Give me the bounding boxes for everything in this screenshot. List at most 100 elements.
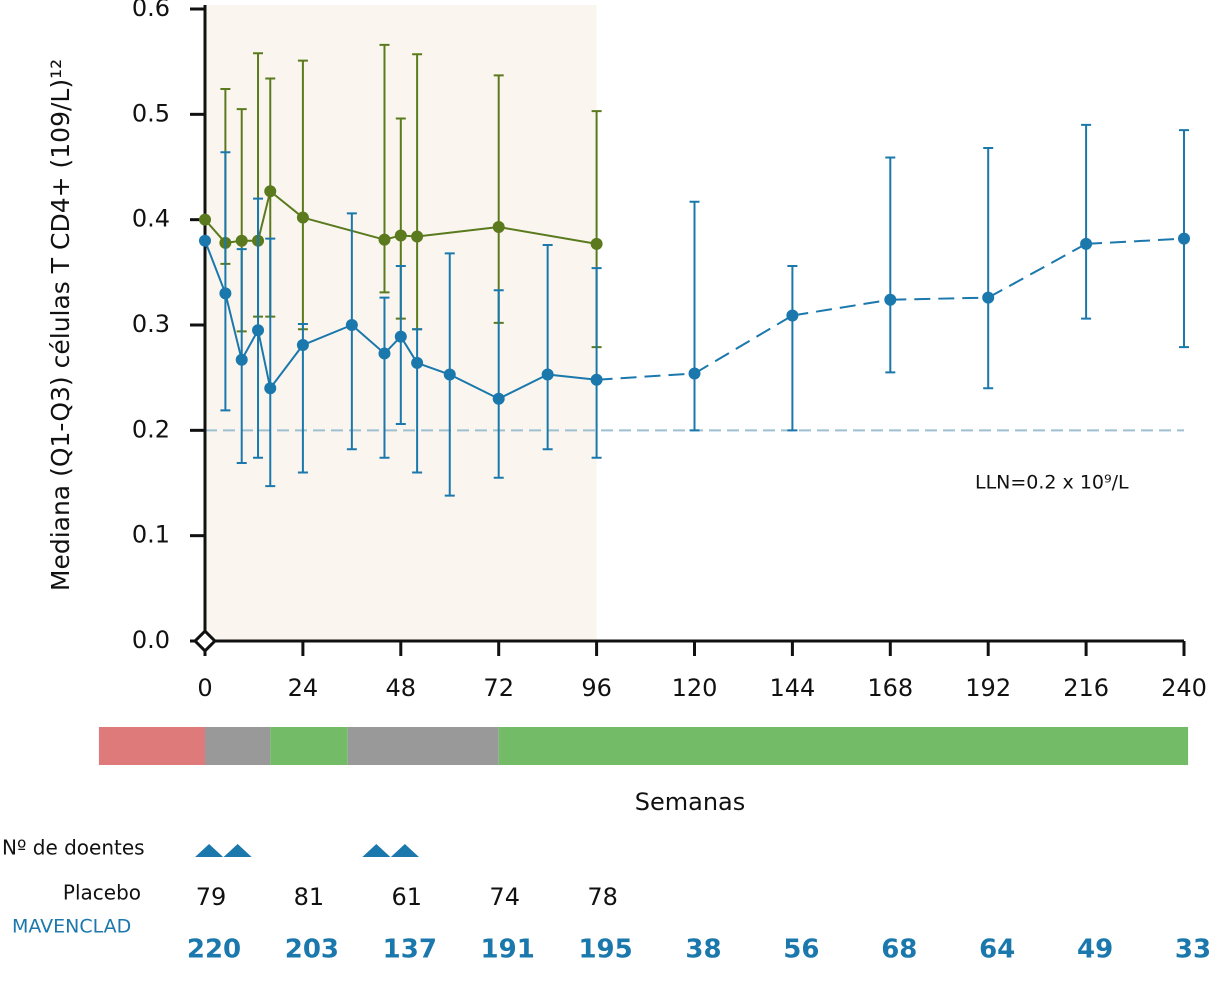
- line-segment: [987, 243, 1087, 299]
- line-segment: [890, 296, 989, 301]
- data-point: [199, 213, 211, 226]
- data-point: [345, 319, 358, 331]
- y-tick-label: 0.2: [132, 415, 170, 443]
- x-tick-label: 168: [867, 674, 913, 702]
- y-tick-label: 0.5: [132, 99, 170, 127]
- at-risk-count: 191: [481, 935, 535, 965]
- x-tick-label: 96: [581, 674, 612, 702]
- y-tick-label: 0.1: [132, 521, 170, 549]
- x-tick-label: 192: [965, 674, 1011, 702]
- x-tick-label: 72: [483, 674, 514, 702]
- at-risk-count: 79: [196, 883, 227, 911]
- at-risk-count: 220: [187, 935, 241, 965]
- error-bar: [220, 151, 231, 412]
- line-segment: [547, 373, 597, 381]
- dose-marker: [223, 844, 252, 857]
- error-bar: [542, 243, 553, 451]
- data-point: [296, 339, 309, 352]
- at-risk-count: 49: [1077, 935, 1113, 965]
- x-tick-label: 240: [1161, 674, 1207, 702]
- data-point: [235, 234, 248, 247]
- at-risk-count: 38: [685, 935, 721, 965]
- error-bar: [787, 265, 798, 432]
- period-bar: [98, 727, 205, 765]
- data-point: [394, 229, 407, 242]
- data-point: [394, 330, 407, 343]
- data-point: [411, 356, 424, 369]
- reference-label: LLN=0.2 x 10⁹/L: [975, 472, 1129, 494]
- row-label: MAVENCLAD: [12, 916, 131, 938]
- row-label: Placebo: [63, 881, 141, 905]
- y-tick-label: 0.0: [132, 626, 170, 654]
- line-segment: [792, 298, 891, 317]
- error-bar: [395, 265, 406, 426]
- error-bar: [412, 328, 423, 474]
- line-segment: [257, 190, 272, 241]
- error-bar: [379, 296, 390, 459]
- data-point: [492, 221, 505, 234]
- data-point: [296, 211, 309, 224]
- y-tick-label: 0.3: [132, 310, 170, 338]
- line-segment: [1086, 237, 1185, 245]
- data-point: [252, 324, 265, 337]
- at-risk-count: 56: [783, 935, 819, 965]
- data-point: [541, 368, 554, 381]
- data-point: [590, 237, 603, 250]
- at-risk-count: 81: [294, 883, 325, 911]
- at-risk-count: 33: [1175, 935, 1211, 965]
- x-tick-label: 144: [769, 674, 815, 702]
- at-risk-count: 68: [881, 935, 917, 965]
- at-risk-title: Nº de doentes: [2, 836, 145, 860]
- y-tick-label: 0.6: [132, 0, 170, 22]
- at-risk-count: 137: [383, 935, 437, 965]
- at-risk-count: 64: [979, 935, 1015, 965]
- origin-marker: [192, 628, 218, 654]
- error-bar: [983, 147, 994, 390]
- x-tick-label: 216: [1063, 674, 1109, 702]
- at-risk-count: 195: [578, 935, 632, 965]
- at-risk-count: 61: [392, 883, 423, 911]
- data-point: [1178, 232, 1190, 245]
- x-axis-title: Semanas: [635, 788, 746, 816]
- data-point: [982, 291, 995, 304]
- line-segment: [596, 372, 695, 381]
- at-risk-count: 203: [285, 935, 339, 965]
- at-risk-count: 78: [587, 883, 618, 911]
- error-bar: [493, 289, 504, 479]
- data-point: [688, 367, 701, 380]
- error-bar: [689, 200, 700, 432]
- data-point: [786, 309, 799, 322]
- dose-marker: [390, 844, 419, 857]
- data-point: [884, 293, 897, 306]
- data-point: [378, 233, 391, 246]
- y-axis-title: Mediana (Q1-Q3) células T CD4+ (109/L)¹²: [46, 59, 75, 591]
- data-point: [235, 353, 248, 366]
- period-bar: [498, 727, 1189, 765]
- data-point: [219, 287, 232, 300]
- data-point: [264, 185, 277, 198]
- error-bar: [265, 237, 276, 488]
- line-segment: [269, 344, 304, 389]
- x-tick-label: 24: [288, 674, 319, 702]
- data-point: [411, 230, 424, 243]
- at-risk-count: 74: [489, 883, 520, 911]
- line-segment: [302, 216, 385, 241]
- dose-marker: [362, 844, 391, 857]
- line-segment: [257, 330, 272, 389]
- line-segment: [449, 373, 500, 400]
- line-segment: [498, 226, 597, 245]
- line-segment: [693, 314, 793, 375]
- dose-marker: [195, 844, 224, 857]
- line-segment: [204, 240, 227, 294]
- y-tick-label: 0.4: [132, 205, 170, 233]
- error-bar: [885, 156, 896, 374]
- data-point: [590, 373, 603, 386]
- error-bar: [379, 43, 390, 294]
- line-segment: [224, 293, 243, 360]
- period-bar: [347, 727, 499, 765]
- period-bar: [205, 727, 271, 765]
- data-point: [199, 234, 211, 247]
- line-segment: [351, 324, 386, 355]
- error-bar: [346, 212, 357, 451]
